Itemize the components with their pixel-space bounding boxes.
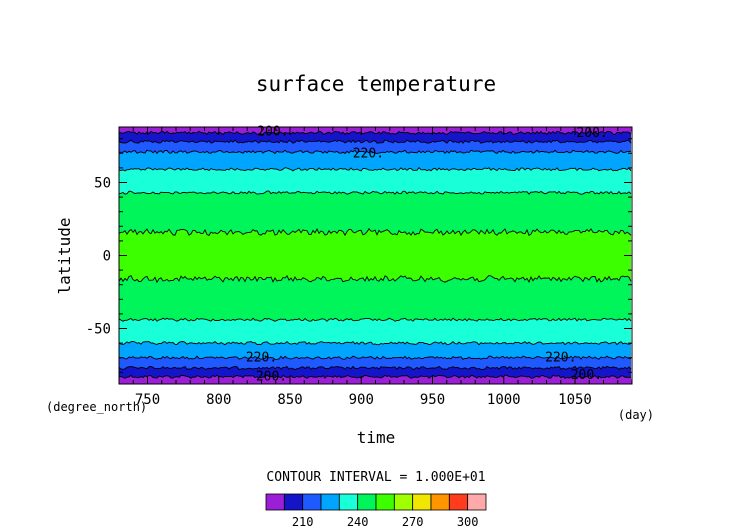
colorbar-segment — [448, 493, 469, 511]
colorbar-tick-label: 270 — [402, 515, 424, 529]
temperature-band — [119, 150, 631, 171]
colorbar-segment — [320, 493, 340, 511]
x-axis-ticks: 750 800 850 900 950 1000 1050 — [118, 127, 633, 408]
contour-label: 220. — [353, 146, 384, 161]
colorbar-segment — [412, 493, 432, 511]
temperature-band — [119, 191, 631, 236]
contour-line — [118, 130, 632, 136]
temperature-band — [119, 366, 631, 379]
contour-label: 220. — [545, 351, 576, 366]
colorbar-segment — [375, 493, 395, 511]
contour-lines — [118, 130, 632, 379]
y-axis-ticks: -50 0 50 — [86, 138, 632, 373]
contour-label: 220. — [246, 351, 277, 366]
temperature-band — [119, 167, 631, 195]
y-tick-label: 0 — [103, 249, 111, 265]
temperature-bands — [119, 127, 632, 384]
colorbar-segment — [338, 493, 359, 511]
x-axis-unit: (day) — [618, 408, 654, 422]
temperature-band — [119, 228, 631, 283]
contour-line — [118, 317, 632, 322]
contour-label: 200. — [256, 370, 287, 385]
chart-title: surface temperature — [256, 72, 496, 96]
contour-line — [118, 228, 632, 237]
x-tick-label: 850 — [277, 392, 302, 408]
temperature-band — [119, 131, 631, 144]
colorbar-segment — [357, 493, 377, 511]
temperature-band — [119, 341, 631, 360]
colorbar-segment — [393, 493, 414, 511]
contour-line — [118, 167, 632, 172]
contour-line — [118, 340, 632, 346]
x-tick-label: 950 — [420, 392, 445, 408]
colorbar-tick-label: 300 — [457, 515, 479, 529]
contour-line — [118, 149, 632, 155]
x-tick-label: 750 — [135, 392, 160, 408]
colorbar-segment — [467, 493, 487, 511]
x-tick-label: 800 — [206, 392, 231, 408]
x-tick-label: 1050 — [558, 392, 592, 408]
contour-line — [118, 190, 632, 195]
colorbar-tick-label: 240 — [347, 515, 369, 529]
contour-label: 200. — [257, 124, 288, 139]
colorbar-segment — [265, 493, 285, 511]
x-tick-label: 900 — [349, 392, 374, 408]
contour-interval-label: CONTOUR INTERVAL = 1.000E+01 — [266, 470, 485, 485]
contour-label: 200. — [571, 368, 602, 383]
plot-area — [118, 126, 633, 385]
colorbar-tick-labels: 210 240 270 300 — [292, 515, 479, 529]
contour-line — [118, 374, 632, 379]
contour-labels: 200. 200. 220. 220. 220. 200. 200. — [246, 124, 608, 384]
colorbar-segment — [283, 493, 304, 511]
y-tick-label: -50 — [86, 322, 111, 338]
x-axis-label: time — [357, 428, 396, 447]
y-axis-unit: (degree_north) — [46, 400, 147, 414]
y-axis-label: latitude — [55, 217, 74, 294]
colorbar-tick-label: 210 — [292, 515, 314, 529]
temperature-band — [119, 318, 631, 345]
contour-line — [118, 274, 632, 284]
contour-label: 200. — [576, 126, 607, 141]
colorbar-segment — [302, 493, 322, 511]
colorbar-segment — [430, 493, 450, 511]
y-tick-label: 50 — [94, 175, 111, 191]
temperature-band — [119, 275, 631, 322]
colorbar — [265, 493, 487, 511]
x-tick-label: 1000 — [487, 392, 521, 408]
contour-line — [118, 355, 632, 360]
contour-line — [118, 139, 632, 144]
contour-line — [118, 365, 632, 370]
